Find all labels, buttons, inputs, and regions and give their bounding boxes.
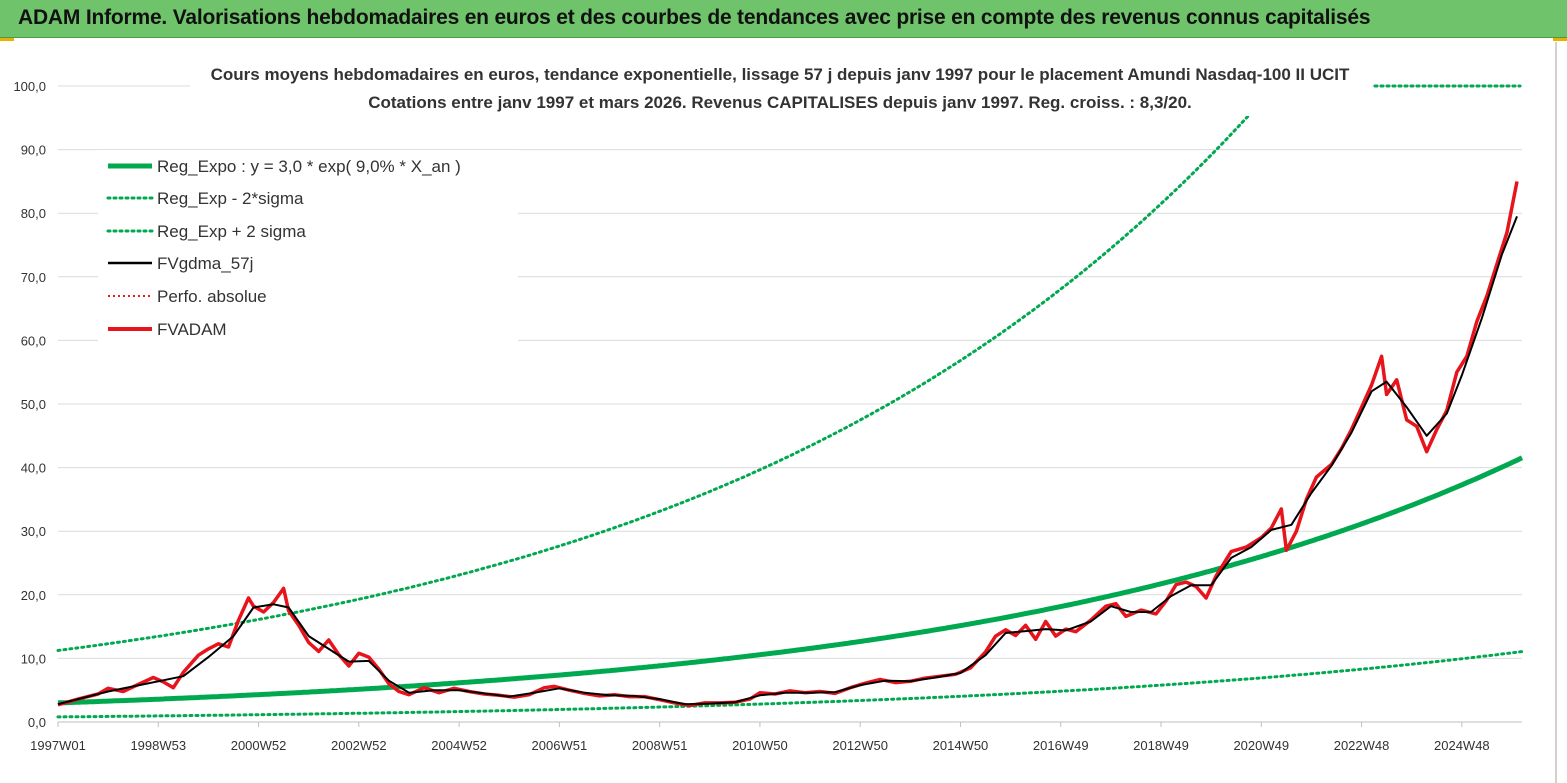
x-tick-label: 2002W52: [331, 738, 387, 753]
legend-label-fvgdma: FVgdma_57j: [157, 254, 253, 273]
chart-title-line2: Cotations entre janv 1997 et mars 2026. …: [368, 93, 1192, 112]
y-tick-label: 100,0: [13, 79, 46, 94]
y-tick-label: 30,0: [21, 524, 46, 539]
page-title: ADAM Informe. Valorisations hebdomadaire…: [18, 6, 1371, 29]
legend-label-perfo: Perfo. absolue: [157, 287, 267, 306]
frame-right-border: [1555, 42, 1557, 783]
y-tick-label: 60,0: [21, 333, 46, 348]
x-tick-label: 2022W48: [1334, 738, 1390, 753]
frame-corner-right: [1553, 38, 1567, 41]
x-tick-label: 1997W01: [30, 738, 86, 753]
series-reg-plus-2sigma: [56, 113, 1251, 652]
chart-title-line1: Cours moyens hebdomadaires en euros, ten…: [211, 65, 1350, 84]
series-fvgdma-57j: [57, 216, 1518, 706]
x-tick-label: 2024W48: [1434, 738, 1490, 753]
x-tick-labels: 1997W01 1998W53 2000W52 2002W52 2004W52 2006W…: [30, 738, 1489, 753]
legend-label-reg-plus: Reg_Exp + 2 sigma: [157, 222, 306, 241]
legend: Reg_Expo : y = 3,0 * exp( 9,0% * X_an ) …: [98, 150, 518, 346]
x-tick-label: 2006W51: [532, 738, 588, 753]
legend-background: [98, 150, 518, 346]
chart-title-background: [190, 60, 1372, 116]
x-tick-label: 2004W52: [431, 738, 487, 753]
x-tick-label: 2016W49: [1033, 738, 1089, 753]
y-tick-labels: 0,0 10,0 20,0 30,0 40,0 50,0 60,0 70,0 80,0 90,0 1…: [13, 79, 46, 730]
x-tick-label: 2010W50: [732, 738, 788, 753]
legend-label-reg-minus: Reg_Exp - 2*sigma: [157, 189, 304, 208]
series-reg-minus-2sigma: [56, 650, 1524, 719]
y-tick-label: 90,0: [21, 143, 46, 158]
x-tick-label: 2018W49: [1133, 738, 1189, 753]
y-tick-label: 20,0: [21, 588, 46, 603]
x-tick-label: 2014W50: [933, 738, 989, 753]
x-tick-label: 1998W53: [130, 738, 186, 753]
y-tick-label: 80,0: [21, 206, 46, 221]
y-tick-label: 0,0: [28, 715, 46, 730]
y-tick-label: 50,0: [21, 397, 46, 412]
x-tick-label: 2000W52: [231, 738, 287, 753]
legend-label-fvadam: FVADAM: [157, 320, 227, 339]
series-reg-expo: [57, 455, 1524, 706]
y-tick-label: 10,0: [21, 651, 46, 666]
header-bar: ADAM Informe. Valorisations hebdomadaire…: [0, 0, 1567, 38]
x-tick-label: 2008W51: [632, 738, 688, 753]
x-tick-label: 2020W49: [1233, 738, 1289, 753]
frame-corner-left: [0, 38, 14, 41]
legend-label-reg-expo: Reg_Expo : y = 3,0 * exp( 9,0% * X_an ): [157, 157, 461, 176]
y-tick-label: 70,0: [21, 270, 46, 285]
series-layer: [56, 113, 1524, 719]
x-tick-label: 2012W50: [832, 738, 888, 753]
y-tick-label: 40,0: [21, 461, 46, 476]
